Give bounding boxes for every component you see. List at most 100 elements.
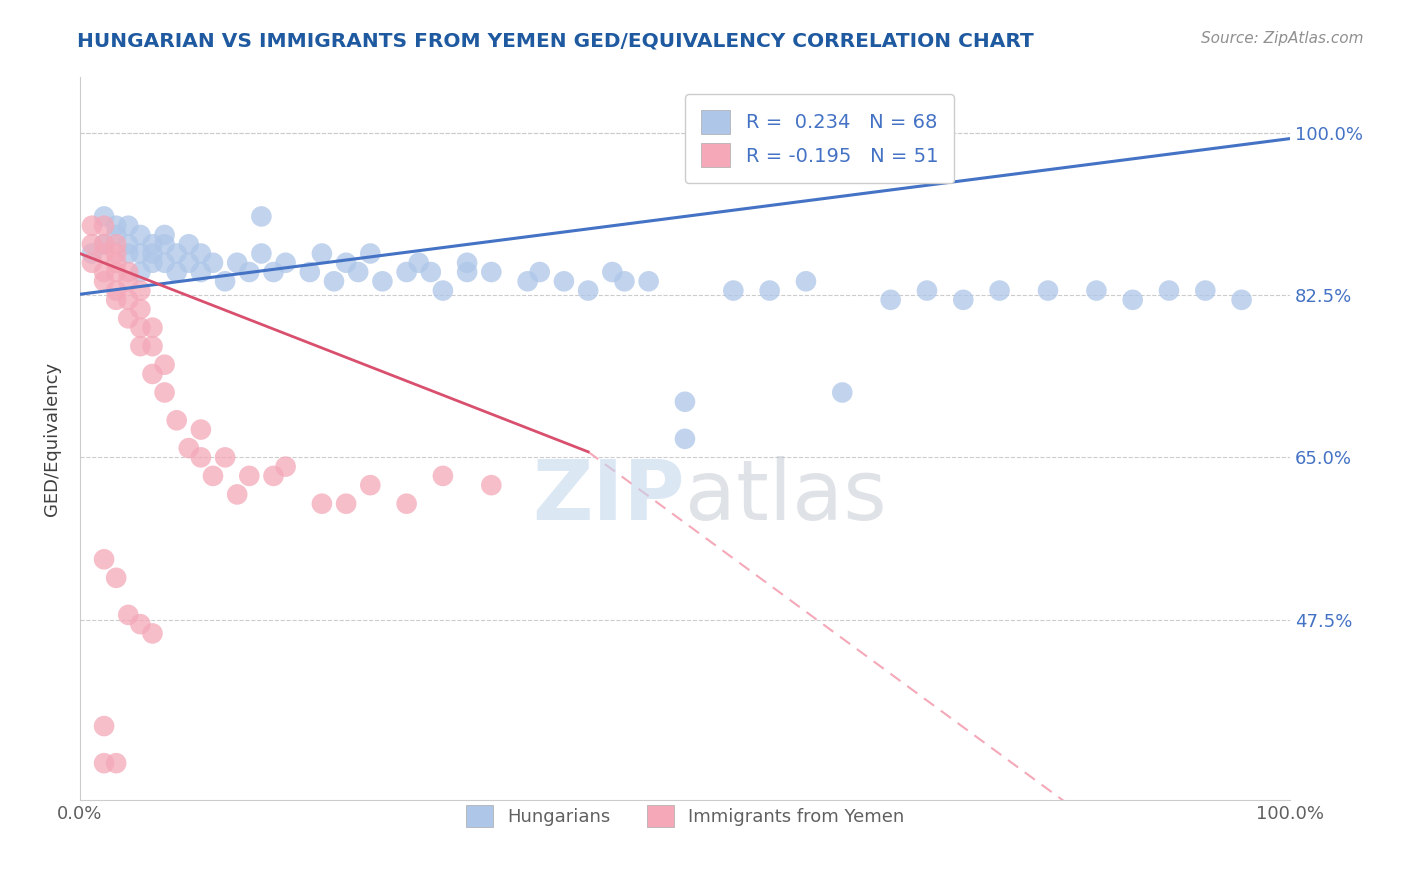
Text: ZIP: ZIP <box>533 456 685 537</box>
Point <box>190 246 212 260</box>
Point <box>177 441 200 455</box>
Point <box>93 237 115 252</box>
Point <box>335 497 357 511</box>
Point <box>831 385 853 400</box>
Point <box>153 237 176 252</box>
Point <box>335 256 357 270</box>
Point <box>516 274 538 288</box>
Point <box>456 265 478 279</box>
Point <box>673 394 696 409</box>
Point <box>93 219 115 233</box>
Point <box>93 552 115 566</box>
Text: HUNGARIAN VS IMMIGRANTS FROM YEMEN GED/EQUIVALENCY CORRELATION CHART: HUNGARIAN VS IMMIGRANTS FROM YEMEN GED/E… <box>77 31 1033 50</box>
Point <box>602 265 624 279</box>
Point <box>117 293 139 307</box>
Point <box>238 469 260 483</box>
Point <box>117 311 139 326</box>
Point <box>153 256 176 270</box>
Point <box>190 450 212 465</box>
Point <box>93 265 115 279</box>
Point <box>201 256 224 270</box>
Point <box>1122 293 1144 307</box>
Point <box>117 237 139 252</box>
Point <box>613 274 636 288</box>
Point <box>153 385 176 400</box>
Point <box>129 617 152 632</box>
Point <box>141 256 163 270</box>
Point <box>226 487 249 501</box>
Point <box>80 237 103 252</box>
Point <box>93 274 115 288</box>
Point <box>479 265 502 279</box>
Point <box>347 265 370 279</box>
Point <box>129 302 152 317</box>
Point <box>93 246 115 260</box>
Point <box>553 274 575 288</box>
Point <box>117 274 139 288</box>
Text: atlas: atlas <box>685 456 887 537</box>
Point <box>226 256 249 270</box>
Point <box>141 320 163 334</box>
Text: Source: ZipAtlas.com: Source: ZipAtlas.com <box>1201 31 1364 46</box>
Point <box>166 265 188 279</box>
Point <box>311 497 333 511</box>
Point <box>166 246 188 260</box>
Point <box>177 256 200 270</box>
Point <box>408 256 430 270</box>
Point <box>129 339 152 353</box>
Point <box>576 284 599 298</box>
Point <box>129 265 152 279</box>
Point <box>419 265 441 279</box>
Point <box>723 284 745 298</box>
Point <box>395 497 418 511</box>
Point <box>117 607 139 622</box>
Point <box>105 284 128 298</box>
Point <box>238 265 260 279</box>
Point <box>359 246 381 260</box>
Point <box>141 367 163 381</box>
Point <box>879 293 901 307</box>
Point <box>395 265 418 279</box>
Point <box>117 219 139 233</box>
Point <box>794 274 817 288</box>
Point <box>214 450 236 465</box>
Point <box>1085 284 1108 298</box>
Point <box>1157 284 1180 298</box>
Point <box>323 274 346 288</box>
Point <box>298 265 321 279</box>
Point <box>311 246 333 260</box>
Point <box>1230 293 1253 307</box>
Point <box>456 256 478 270</box>
Point <box>93 756 115 771</box>
Point <box>371 274 394 288</box>
Point <box>166 413 188 427</box>
Point <box>177 237 200 252</box>
Point <box>214 274 236 288</box>
Point <box>201 469 224 483</box>
Point <box>141 237 163 252</box>
Point <box>637 274 659 288</box>
Point <box>479 478 502 492</box>
Point <box>915 284 938 298</box>
Point <box>105 219 128 233</box>
Point <box>129 227 152 242</box>
Point <box>80 246 103 260</box>
Legend: Hungarians, Immigrants from Yemen: Hungarians, Immigrants from Yemen <box>458 798 911 835</box>
Point <box>1036 284 1059 298</box>
Point <box>988 284 1011 298</box>
Point <box>93 719 115 733</box>
Point <box>105 237 128 252</box>
Point <box>105 293 128 307</box>
Point <box>1194 284 1216 298</box>
Point <box>263 469 285 483</box>
Point <box>250 246 273 260</box>
Point <box>105 256 128 270</box>
Point <box>153 358 176 372</box>
Point <box>153 227 176 242</box>
Point <box>105 756 128 771</box>
Point <box>129 284 152 298</box>
Point <box>190 265 212 279</box>
Point <box>274 256 297 270</box>
Point <box>93 210 115 224</box>
Point <box>105 227 128 242</box>
